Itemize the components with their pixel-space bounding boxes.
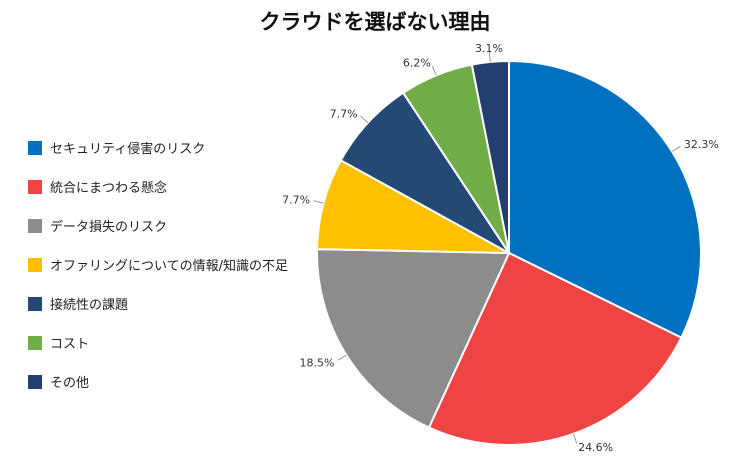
pie-slice-connectivity (339, 91, 510, 254)
data-label-integration: 24.6% (578, 441, 613, 454)
legend-item-integration: 統合にまつわる懸念 (28, 167, 288, 206)
leader-line (572, 433, 578, 444)
legend-label: その他 (50, 376, 90, 391)
chart-title: クラウドを選ばない理由 (259, 10, 491, 34)
legend-item-other: その他 (28, 362, 288, 401)
leader-line (488, 51, 491, 62)
legend-swatch (28, 140, 42, 155)
pie-slice-info-lack (316, 158, 510, 254)
legend-item-connectivity: 接続性の課題 (28, 284, 288, 323)
legend-item-cost: コスト (28, 323, 288, 362)
data-label-connectivity: 7.7% (330, 107, 358, 120)
legend-swatch (28, 296, 42, 311)
leader-line (431, 65, 437, 76)
legend-label: 統合にまつわる懸念 (50, 181, 168, 196)
legend-label: 接続性の課題 (50, 298, 129, 313)
data-label-cost: 6.2% (403, 56, 431, 69)
legend-label: オファリングについての情報/知識の不足 (50, 259, 288, 274)
legend-swatch (28, 179, 42, 194)
legend: セキュリティ侵害のリスク 統合にまつわる懸念 データ損失のリスク オファリングに… (28, 128, 288, 401)
legend-swatch (28, 335, 42, 350)
pie-slice-integration (427, 251, 683, 446)
leader-line (313, 200, 324, 204)
leader-line (337, 354, 347, 361)
leader-line (360, 115, 369, 124)
legend-item-data-loss: データ損失のリスク (28, 206, 288, 245)
legend-label: コスト (50, 337, 90, 352)
legend-swatch (28, 374, 42, 389)
legend-swatch (28, 257, 42, 272)
legend-label: セキュリティ侵害のリスク (50, 142, 206, 157)
data-label-info-lack: 7.7% (282, 194, 310, 207)
legend-item-info-lack: オファリングについての情報/知識の不足 (28, 245, 288, 284)
pie-slice-security (508, 59, 702, 339)
data-label-security: 32.3% (684, 138, 719, 151)
data-label-data-loss: 18.5% (300, 356, 335, 369)
legend-label: データ損失のリスク (50, 220, 168, 235)
legend-item-security: セキュリティ侵害のリスク (28, 128, 288, 167)
data-label-other: 3.1% (475, 42, 503, 55)
leader-line (671, 145, 681, 152)
legend-swatch (28, 218, 42, 233)
